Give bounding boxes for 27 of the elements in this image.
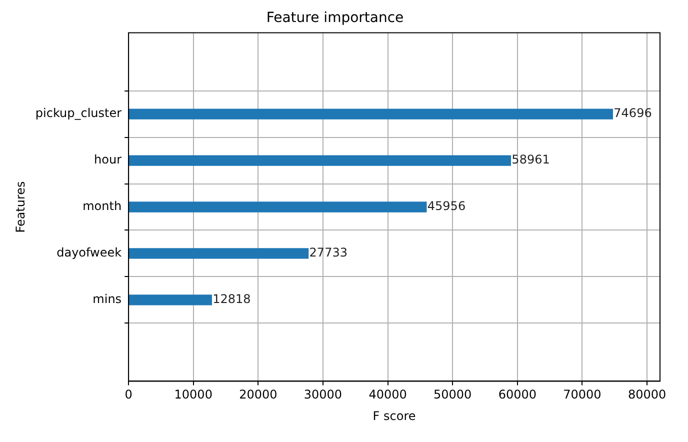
x-axis-title: F score (372, 408, 416, 423)
y-tick-label: hour (94, 152, 122, 167)
data-label: 27733 (309, 246, 348, 260)
bar (128, 294, 212, 306)
x-tick-label: 40000 (368, 388, 407, 402)
bar (128, 108, 613, 120)
y-axis-title: Features (13, 181, 28, 233)
y-tick-label: pickup_cluster (35, 106, 122, 120)
data-label: 58961 (512, 152, 550, 167)
x-tick-label: 70000 (563, 388, 602, 402)
x-tick-label: 30000 (304, 388, 342, 402)
x-tick-label: 10000 (174, 388, 212, 402)
x-tick-label: 50000 (434, 388, 472, 402)
data-label: 45956 (427, 199, 466, 214)
x-tick-label: 60000 (498, 388, 537, 402)
x-tick-label: 80000 (628, 388, 666, 402)
y-tick-label: mins (92, 292, 122, 306)
y-tick-label: dayofweek (56, 246, 122, 260)
data-label: 12818 (212, 292, 251, 306)
chart-title: Feature importance (266, 10, 404, 26)
data-label: 74696 (614, 106, 652, 120)
x-tick-label: 0 (124, 388, 132, 402)
x-tick-label: 20000 (239, 388, 278, 402)
bar (128, 155, 512, 166)
bar (128, 202, 427, 212)
bar (128, 248, 309, 259)
y-tick-label: month (82, 199, 122, 214)
